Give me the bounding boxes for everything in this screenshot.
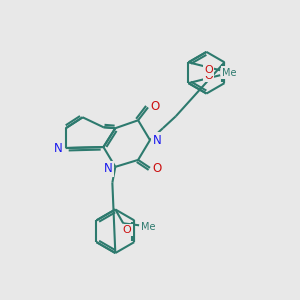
Text: O: O <box>152 162 162 175</box>
Text: O: O <box>204 65 213 75</box>
Text: O: O <box>204 71 213 81</box>
Text: Me: Me <box>222 67 236 77</box>
Text: O: O <box>123 225 132 235</box>
Text: N: N <box>53 142 62 154</box>
Text: N: N <box>104 162 113 175</box>
Text: Me: Me <box>141 222 155 232</box>
Text: N: N <box>153 134 161 147</box>
Text: Me: Me <box>222 68 236 78</box>
Text: O: O <box>150 100 160 113</box>
